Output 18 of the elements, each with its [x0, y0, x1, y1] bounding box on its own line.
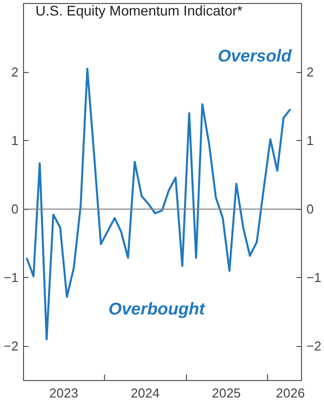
y2-tick-label: −1 — [306, 270, 322, 286]
x-tick-label: 2025 — [212, 386, 241, 400]
x-tick-label: 2026 — [276, 386, 305, 400]
y2-tick-label: −2 — [306, 338, 322, 354]
y-tick-label: 2 — [11, 64, 19, 80]
y-tick-label: 0 — [11, 202, 19, 217]
annotation: Oversold — [218, 46, 292, 66]
y-tick-label: 1 — [11, 133, 19, 148]
x-tick-label: 2023 — [49, 386, 78, 400]
annotation: Overbought — [108, 300, 206, 318]
y-tick-label: −2 — [4, 338, 19, 354]
chart-title: U.S. Equity Momentum Indicator* — [36, 2, 244, 18]
x-tick-label: 2024 — [130, 386, 160, 400]
y2-tick-label: 1 — [306, 133, 314, 148]
y2-tick-label: 0 — [306, 202, 314, 217]
line-series — [26, 68, 292, 340]
y2-tick-label: 2 — [306, 64, 314, 80]
y-tick-label: −1 — [4, 270, 19, 286]
